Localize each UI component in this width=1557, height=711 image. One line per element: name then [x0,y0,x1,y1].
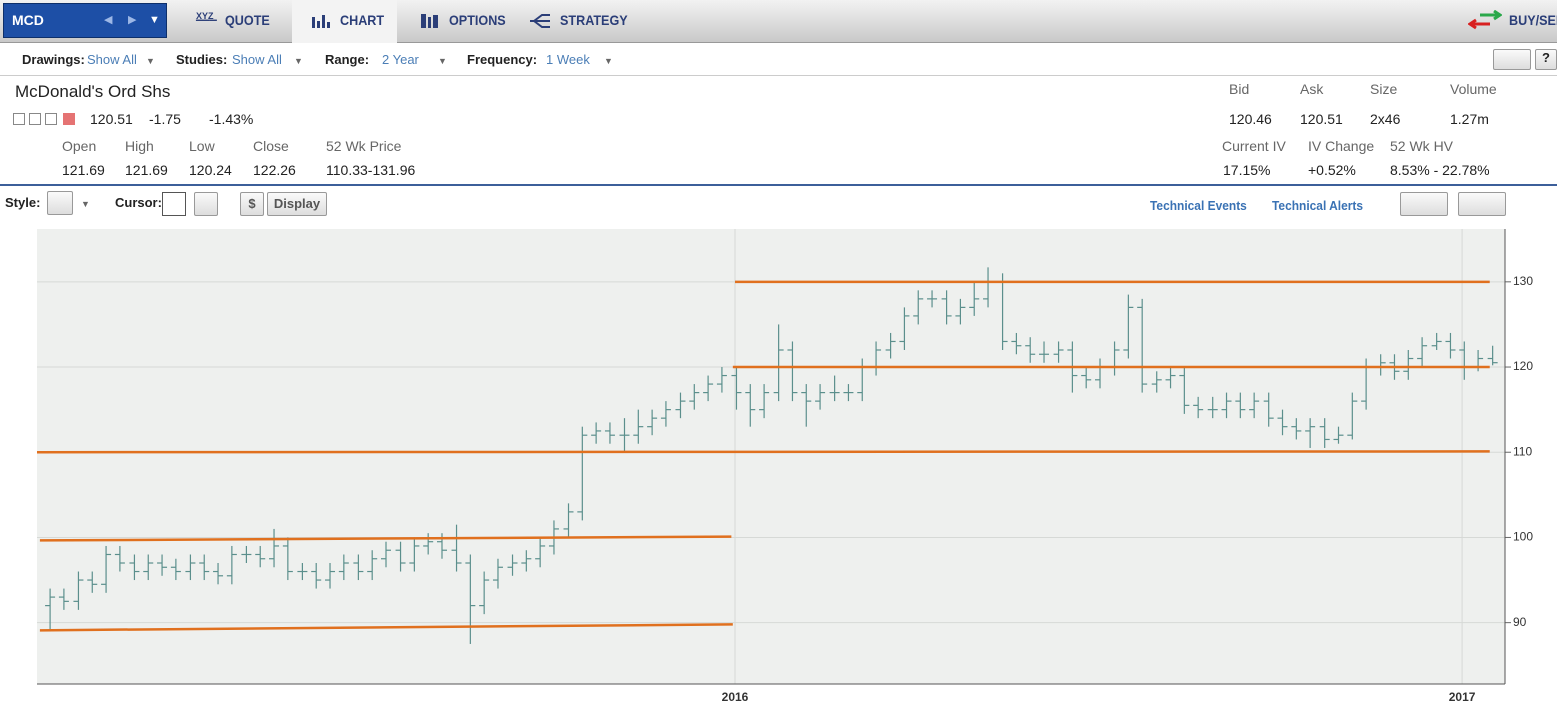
field-value: 1.27m [1450,111,1489,127]
field-label: Low [189,138,215,154]
price-chart: 90 100 110 120 130 2016 2017 [36,229,1533,704]
toolbar-label: Drawings: [22,52,85,67]
help-button[interactable]: ? [1535,49,1557,70]
plot-background [37,229,1505,684]
toolbar-value[interactable]: 2 Year [382,52,419,67]
strategy-icon [530,14,550,28]
change-pct: -1.43% [209,111,254,127]
y-tick-label: 130 [1513,274,1533,288]
toolbar-value[interactable]: Show All [87,52,137,67]
tab[interactable]: CHART [340,12,385,28]
toolbar-value[interactable]: 1 Week [546,52,590,67]
quote-panel: McDonald's Ord Shs 120.51 -1.75 -1.43% O… [0,76,1557,186]
field-label: Volume [1450,81,1497,97]
active-tab-bg [292,0,397,43]
field-label: Bid [1229,81,1250,97]
trend-line [39,623,733,632]
caret[interactable]: ▼ [81,199,90,209]
change: -1.75 [149,111,181,127]
dollar-button[interactable]: $ [240,192,264,216]
zoom-button[interactable] [1400,192,1448,216]
field-value: 121.69 [62,162,105,178]
trend-line [36,450,1490,454]
toolbar-label: Cursor: [115,195,162,210]
y-tick-label: 110 [1513,444,1532,458]
field-label: Current IV [1222,138,1286,154]
tab[interactable]: QUOTE [225,12,270,28]
field-value: 120.24 [189,162,232,178]
toolbar-label: Frequency: [467,52,538,67]
tab[interactable]: STRATEGY [560,12,628,28]
field-value: 17.15% [1223,162,1271,178]
caret[interactable]: ▼ [294,56,303,66]
y-tick-label: 90 [1513,615,1527,629]
style-button[interactable] [47,191,73,215]
trend-line [39,535,732,542]
buy-sell[interactable]: BUY/SELL [1509,12,1557,28]
caret[interactable]: ▼ [604,56,613,66]
field-value: 120.46 [1229,111,1272,127]
last-price: 120.51 [90,111,133,127]
symbol-box[interactable]: MCD ◀ ▶ ▼ [3,3,167,38]
security-name: McDonald's Ord Shs [15,82,171,101]
field-value: 121.69 [125,162,168,178]
settings-bar: Drawings: Show All ▼ Studies: Show All ▼… [0,43,1557,76]
prev-arrow[interactable]: ◀ [104,14,113,26]
field-value: +0.52% [1308,162,1356,178]
field-value: 2x46 [1370,111,1401,127]
field-value: 8.53% - 22.78% [1390,162,1490,178]
icon[interactable] [45,113,57,125]
tab[interactable]: OPTIONS [449,12,506,28]
field-value: 120.51 [1300,111,1343,127]
top-nav: MCD ◀ ▶ ▼ XYZ ▔▔▔ QUOTE CHART OPTIONS STR… [0,0,1557,43]
x-tick-label: 2016 [722,690,749,704]
caret[interactable]: ▼ [438,56,447,66]
x-tick-label: 2017 [1449,690,1476,704]
field-value: 110.33-131.96 [326,162,416,178]
toolbar-label: Studies: [176,52,228,67]
field-label: High [125,138,154,154]
reset-button[interactable] [1458,192,1506,216]
field-label: Open [62,138,97,154]
y-tick-label: 100 [1513,530,1533,544]
toolbar-label: Style: [5,195,41,210]
chart-toolbar: Style: ▼ Cursor: $ Display Technical Eve… [0,186,1557,226]
caret[interactable]: ▼ [146,56,155,66]
options-icon [421,14,438,28]
field-label: IV Change [1308,138,1375,154]
next-arrow[interactable]: ▶ [128,14,137,26]
flag[interactable] [63,113,75,125]
toolbar-value[interactable]: Show All [232,52,282,67]
technical-events-link[interactable]: Technical Events [1150,198,1247,213]
cursor-pointer-button[interactable] [194,192,218,216]
buy-sell-icon [1468,10,1502,30]
chart-icon [312,15,330,28]
cursor-line-button[interactable] [162,192,186,216]
symbol: MCD [12,12,44,28]
field-label: 52 Wk Price [326,138,402,154]
display-button[interactable]: Display [267,192,327,216]
field-value: 122.26 [253,162,296,178]
toolbar-label: Range: [325,52,370,67]
y-tick-label: 120 [1513,359,1533,373]
quote-icon: XYZ ▔▔▔ [196,11,217,30]
dropdown[interactable]: ▼ [149,14,160,26]
popout-button[interactable] [1493,49,1531,70]
field-label: 52 Wk HV [1390,138,1454,154]
field-label: Size [1370,81,1398,97]
icon[interactable] [13,113,25,125]
field-label: Ask [1300,81,1324,97]
icon[interactable] [29,113,41,125]
technical-alerts-link[interactable]: Technical Alerts [1272,198,1364,213]
field-label: Close [253,138,289,154]
